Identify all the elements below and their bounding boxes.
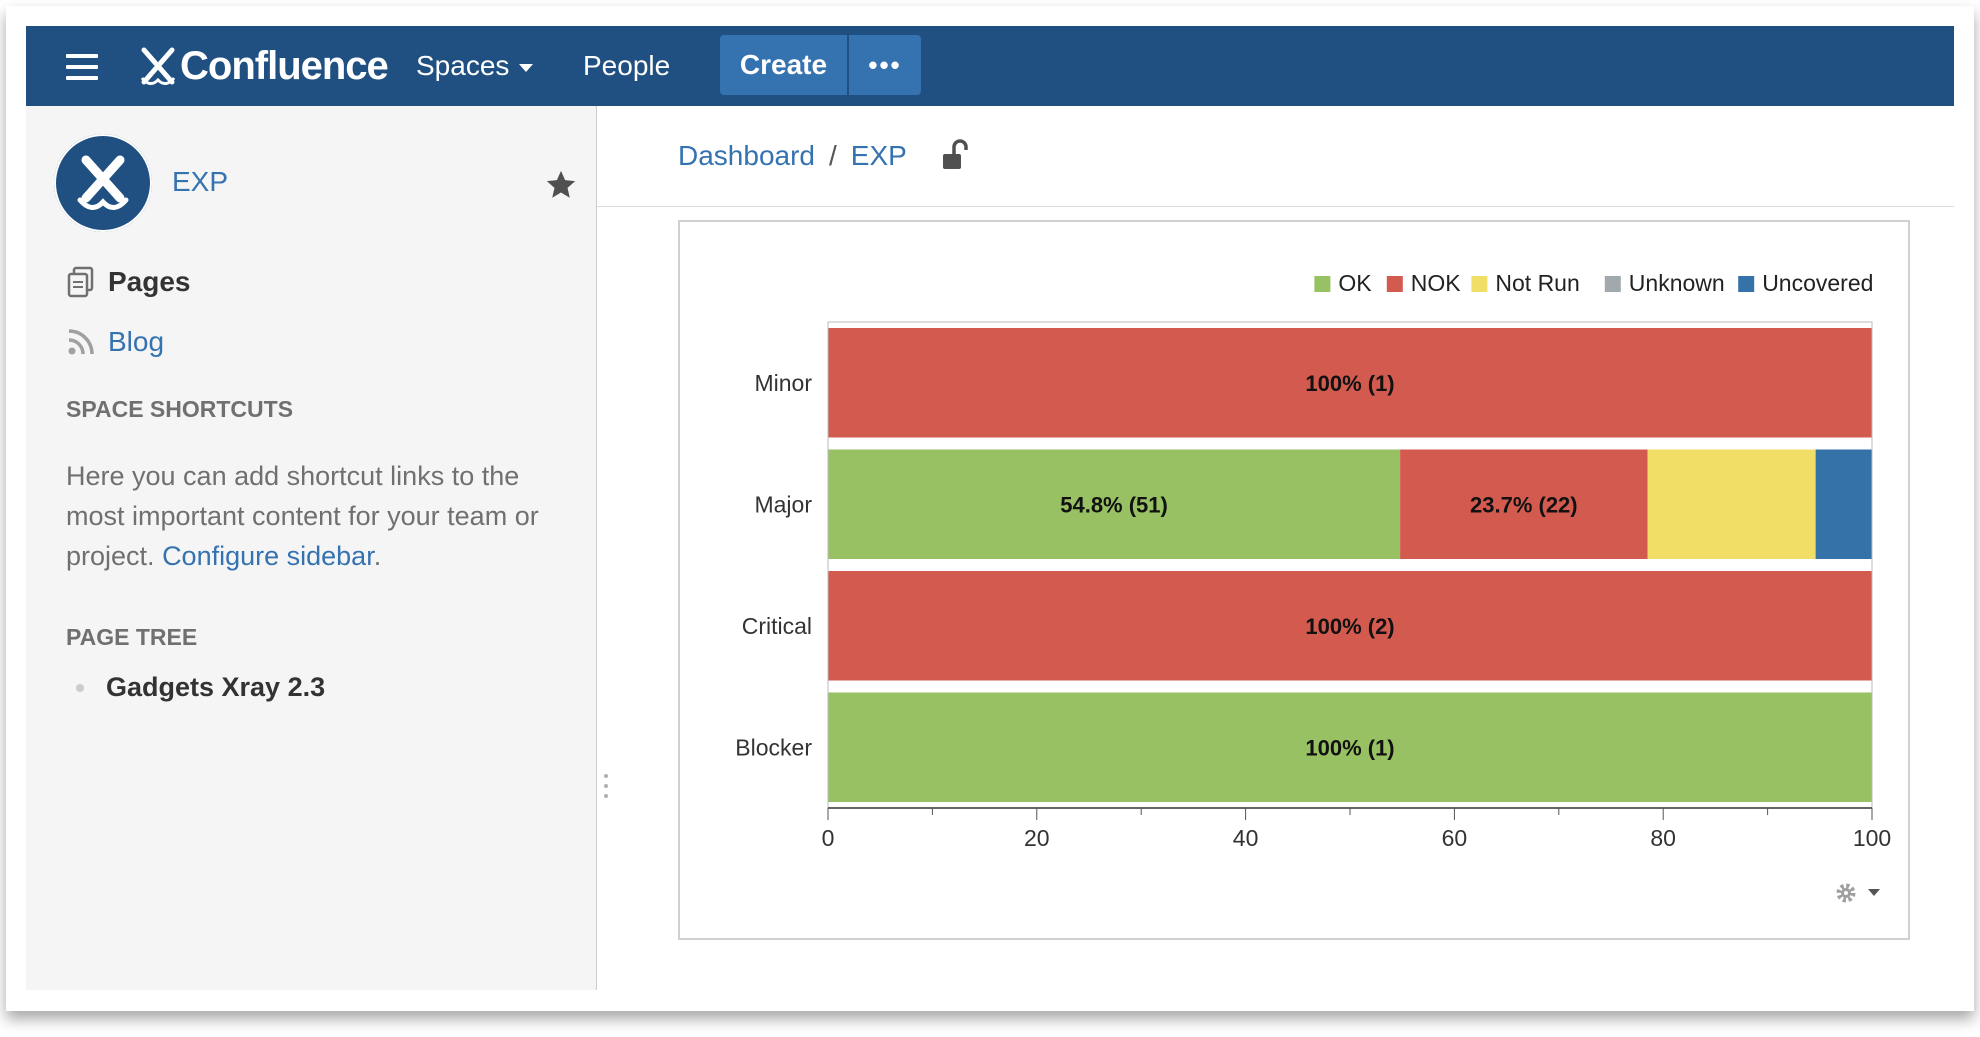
legend-swatch <box>1386 276 1403 292</box>
breadcrumb-space[interactable]: EXP <box>850 140 907 171</box>
blog-label: Blog <box>108 326 165 357</box>
test-execution-chart-gadget: OK NOK Not Run Unknown Uncovered 100% (1) 54.… <box>678 220 1910 940</box>
breadcrumb: Dashboard / EXP <box>678 140 907 172</box>
bar-major-ok[interactable] <box>828 449 1401 560</box>
content-divider <box>597 206 1954 207</box>
data-label: 100% (2) <box>1305 614 1394 639</box>
bar-critical-nok[interactable] <box>828 571 1872 681</box>
sidebar-item-pages[interactable]: Pages <box>66 266 191 298</box>
tree-bullet-icon <box>76 683 84 692</box>
y-tick-label: Major <box>754 491 812 517</box>
legend-item-label[interactable]: NOK <box>1411 270 1462 296</box>
bar-major-nok[interactable] <box>1400 449 1648 560</box>
menu-icon[interactable] <box>66 54 98 80</box>
legend-swatch <box>1471 276 1488 292</box>
space-sidebar: EXP Pages Blog SPACE SHORTCUTS Here you … <box>26 106 597 990</box>
data-label: 54.8% (51) <box>1060 492 1168 517</box>
page-tree-item-label: Gadgets Xray 2.3 <box>106 672 326 702</box>
app-name: Confluence <box>180 43 389 88</box>
page-tree-heading: PAGE TREE <box>66 624 198 650</box>
space-logo-icon <box>77 155 129 210</box>
pages-icon <box>67 266 94 298</box>
more-create-options-button[interactable]: ••• <box>849 35 921 95</box>
y-tick-label: Blocker <box>735 734 812 760</box>
top-navigation-bar: Confluence Spaces People Create ••• <box>26 26 1954 106</box>
x-tick-label: 40 <box>1233 825 1259 851</box>
y-tick-label: Minor <box>754 370 812 396</box>
x-tick-label: 80 <box>1650 825 1676 851</box>
shortcuts-description: Here you can add shortcut links to the m… <box>66 456 566 576</box>
stacked-bar-chart: OK NOK Not Run Unknown Uncovered 100% (1) 54.… <box>735 270 1891 851</box>
rss-feed-icon <box>68 329 94 355</box>
chevron-down-icon <box>519 63 534 72</box>
unlocked-padlock-icon[interactable] <box>940 138 970 172</box>
gadget-settings-menu[interactable] <box>1832 878 1886 908</box>
x-tick-label: 100 <box>1853 825 1891 851</box>
legend-swatch <box>1314 276 1331 292</box>
data-label: 100% (1) <box>1305 371 1394 396</box>
chart-bars: 100% (1) 54.8% (51) 23.7% (22) 100% (2) 100%… <box>828 328 1872 802</box>
legend-swatch <box>1738 276 1755 292</box>
data-label: 23.7% (22) <box>1470 492 1578 517</box>
chart-axes: Minor Major Critical Blocker 0 20 40 60 80 100 <box>735 321 1891 851</box>
legend-swatch <box>1604 276 1621 292</box>
legend-item-label[interactable]: OK <box>1338 270 1372 296</box>
bar-minor-nok[interactable] <box>828 328 1872 438</box>
pages-label: Pages <box>108 266 191 297</box>
x-tick-label: 60 <box>1442 825 1468 851</box>
gear-icon <box>1836 883 1880 903</box>
sidebar-resize-handle[interactable] <box>604 774 610 804</box>
spaces-label: Spaces <box>416 50 510 81</box>
bar-blocker-ok[interactable] <box>828 692 1872 803</box>
bar-major-not-run[interactable] <box>1647 449 1816 560</box>
breadcrumb-dashboard[interactable]: Dashboard <box>678 140 815 171</box>
space-shortcuts-heading: SPACE SHORTCUTS <box>66 396 294 422</box>
shortcuts-end: . <box>373 541 382 571</box>
shortcuts-text: Here you can add shortcut links to the m… <box>66 461 539 571</box>
y-tick-label: Critical <box>742 613 812 639</box>
bar-major-uncovered[interactable] <box>1815 449 1872 560</box>
data-label: 100% (1) <box>1305 735 1394 760</box>
create-button[interactable]: Create <box>720 35 847 95</box>
chart-legend: OK NOK Not Run Unknown Uncovered <box>1314 270 1873 296</box>
star-icon[interactable] <box>544 168 578 202</box>
people-link[interactable]: People <box>583 50 671 81</box>
configure-sidebar-link[interactable]: Configure sidebar <box>162 541 374 571</box>
sidebar-item-blog[interactable]: Blog <box>66 326 164 358</box>
confluence-logo-icon <box>140 47 176 85</box>
confluence-logo[interactable]: Confluence <box>138 38 389 94</box>
spaces-menu[interactable]: Spaces <box>416 50 534 82</box>
space-avatar[interactable] <box>54 134 152 232</box>
breadcrumb-separator: / <box>828 140 837 171</box>
legend-item-label[interactable]: Unknown <box>1629 270 1725 296</box>
legend-item-label[interactable]: Uncovered <box>1762 270 1873 296</box>
x-tick-label: 20 <box>1024 825 1050 851</box>
x-tick-label: 0 <box>822 825 835 851</box>
page-tree-item[interactable]: Gadgets Xray 2.3 <box>76 672 325 703</box>
space-name-link[interactable]: EXP <box>172 166 229 197</box>
legend-item-label[interactable]: Not Run <box>1495 270 1579 296</box>
